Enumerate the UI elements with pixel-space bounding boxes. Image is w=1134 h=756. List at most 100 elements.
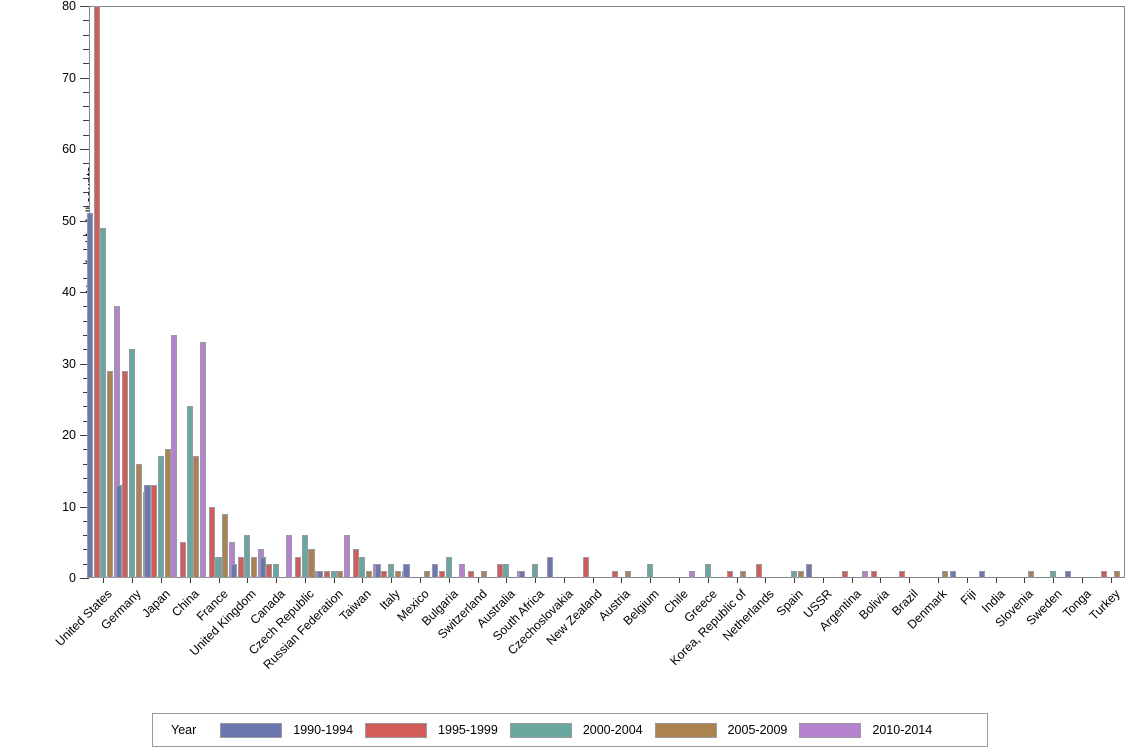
legend-title: Year [171,723,197,737]
bar [343,535,351,578]
legend-item[interactable]: 1990-1994 [220,722,353,738]
x-tick-label-wrapper: Japan [139,586,174,621]
bar [115,485,122,578]
x-tick-mark [132,578,134,583]
x-tick-mark [304,578,306,583]
x-tick-mark [937,578,939,583]
y-tick-minor [83,563,89,565]
bar-group [432,6,466,578]
legend-items: 1990-1994 1995-1999 2000-2004 2005-2009 2010… [208,722,932,738]
x-tick-mark [650,578,652,583]
x-tick-mark [736,578,738,583]
bar-group [259,6,293,578]
bar [861,570,869,578]
bar-group [576,6,609,578]
bar [481,570,488,578]
y-tick-minor [83,520,89,522]
y-tick-minor [83,177,89,179]
y-tick-minor [83,549,89,551]
bar-group [921,6,954,578]
bar [459,563,466,578]
y-tick-minor [83,234,89,236]
bar-group [662,6,696,578]
y-tick-label: 10 [62,499,76,514]
y-tick-major [80,220,89,222]
bar [625,570,632,578]
bar [250,556,257,578]
bar [438,570,446,578]
bar [755,563,762,578]
bar [841,570,848,578]
y-tick-minor [83,306,89,308]
bar-group [835,6,869,578]
y-tick-major [80,292,89,293]
legend-item[interactable]: 2000-2004 [509,722,643,738]
x-tick-mark [707,578,709,583]
bar [496,563,503,578]
bar [704,563,711,578]
x-tick-mark [333,578,335,583]
y-tick-major [80,506,89,508]
bar-group [864,6,897,578]
bar-group [720,6,753,578]
bar [432,563,439,578]
y-tick-major [80,578,89,579]
x-tick-label-wrapper: Taiwan [337,586,375,624]
bar [689,570,696,578]
x-tick-mark [678,578,680,583]
x-tick-mark [477,578,479,583]
legend-swatch [654,722,717,738]
bar-group [691,6,724,578]
y-tick-label: 70 [62,70,76,85]
legend-label: 1995-1999 [438,723,498,737]
bar [366,570,373,578]
y-tick-label: 50 [62,213,76,228]
x-tick-mark [276,578,278,583]
legend-swatch [220,722,283,738]
y-tick-minor [83,134,89,136]
bar [164,449,171,578]
x-tick-label: Fiji [957,586,979,608]
bar [200,342,207,578]
y-tick-minor [83,277,89,279]
bar [403,563,410,578]
bar-group [173,6,207,578]
y-tick-label: 40 [62,285,76,299]
legend-item[interactable]: 2010-2014 [799,722,932,738]
bar [518,570,525,578]
bar [107,370,114,578]
y-tick-minor [83,48,89,50]
y-tick-minor [83,163,89,165]
x-tick-mark [1081,578,1083,583]
bar [193,456,200,578]
plot-frame [89,6,1125,578]
bar [388,563,395,578]
bar [899,570,906,578]
x-tick-label-wrapper: Fiji [957,586,980,608]
bar-group [547,6,580,578]
bar-group [461,6,494,578]
x-tick-mark [1024,578,1026,583]
x-tick-mark [218,578,220,583]
bar [870,570,877,578]
x-tick-mark [103,578,105,583]
legend-item[interactable]: 2005-2009 [654,722,787,738]
bar [582,556,589,578]
y-tick-minor [83,334,89,336]
x-tick-mark [391,578,393,583]
x-tick-mark [851,578,853,583]
x-tick-mark [822,578,824,583]
bar [301,535,308,578]
bar [308,549,315,578]
bar-group [634,6,667,578]
bar [394,570,401,578]
legend-item[interactable]: 1995-1999 [365,722,498,738]
y-tick-minor [83,349,89,351]
x-tick-label: Japan [139,586,173,621]
bar [1100,570,1107,578]
x-tick-mark [535,578,537,583]
bar-group [317,6,351,578]
y-tick-minor [83,377,89,379]
y-tick-minor [83,106,89,108]
bar [259,556,266,578]
